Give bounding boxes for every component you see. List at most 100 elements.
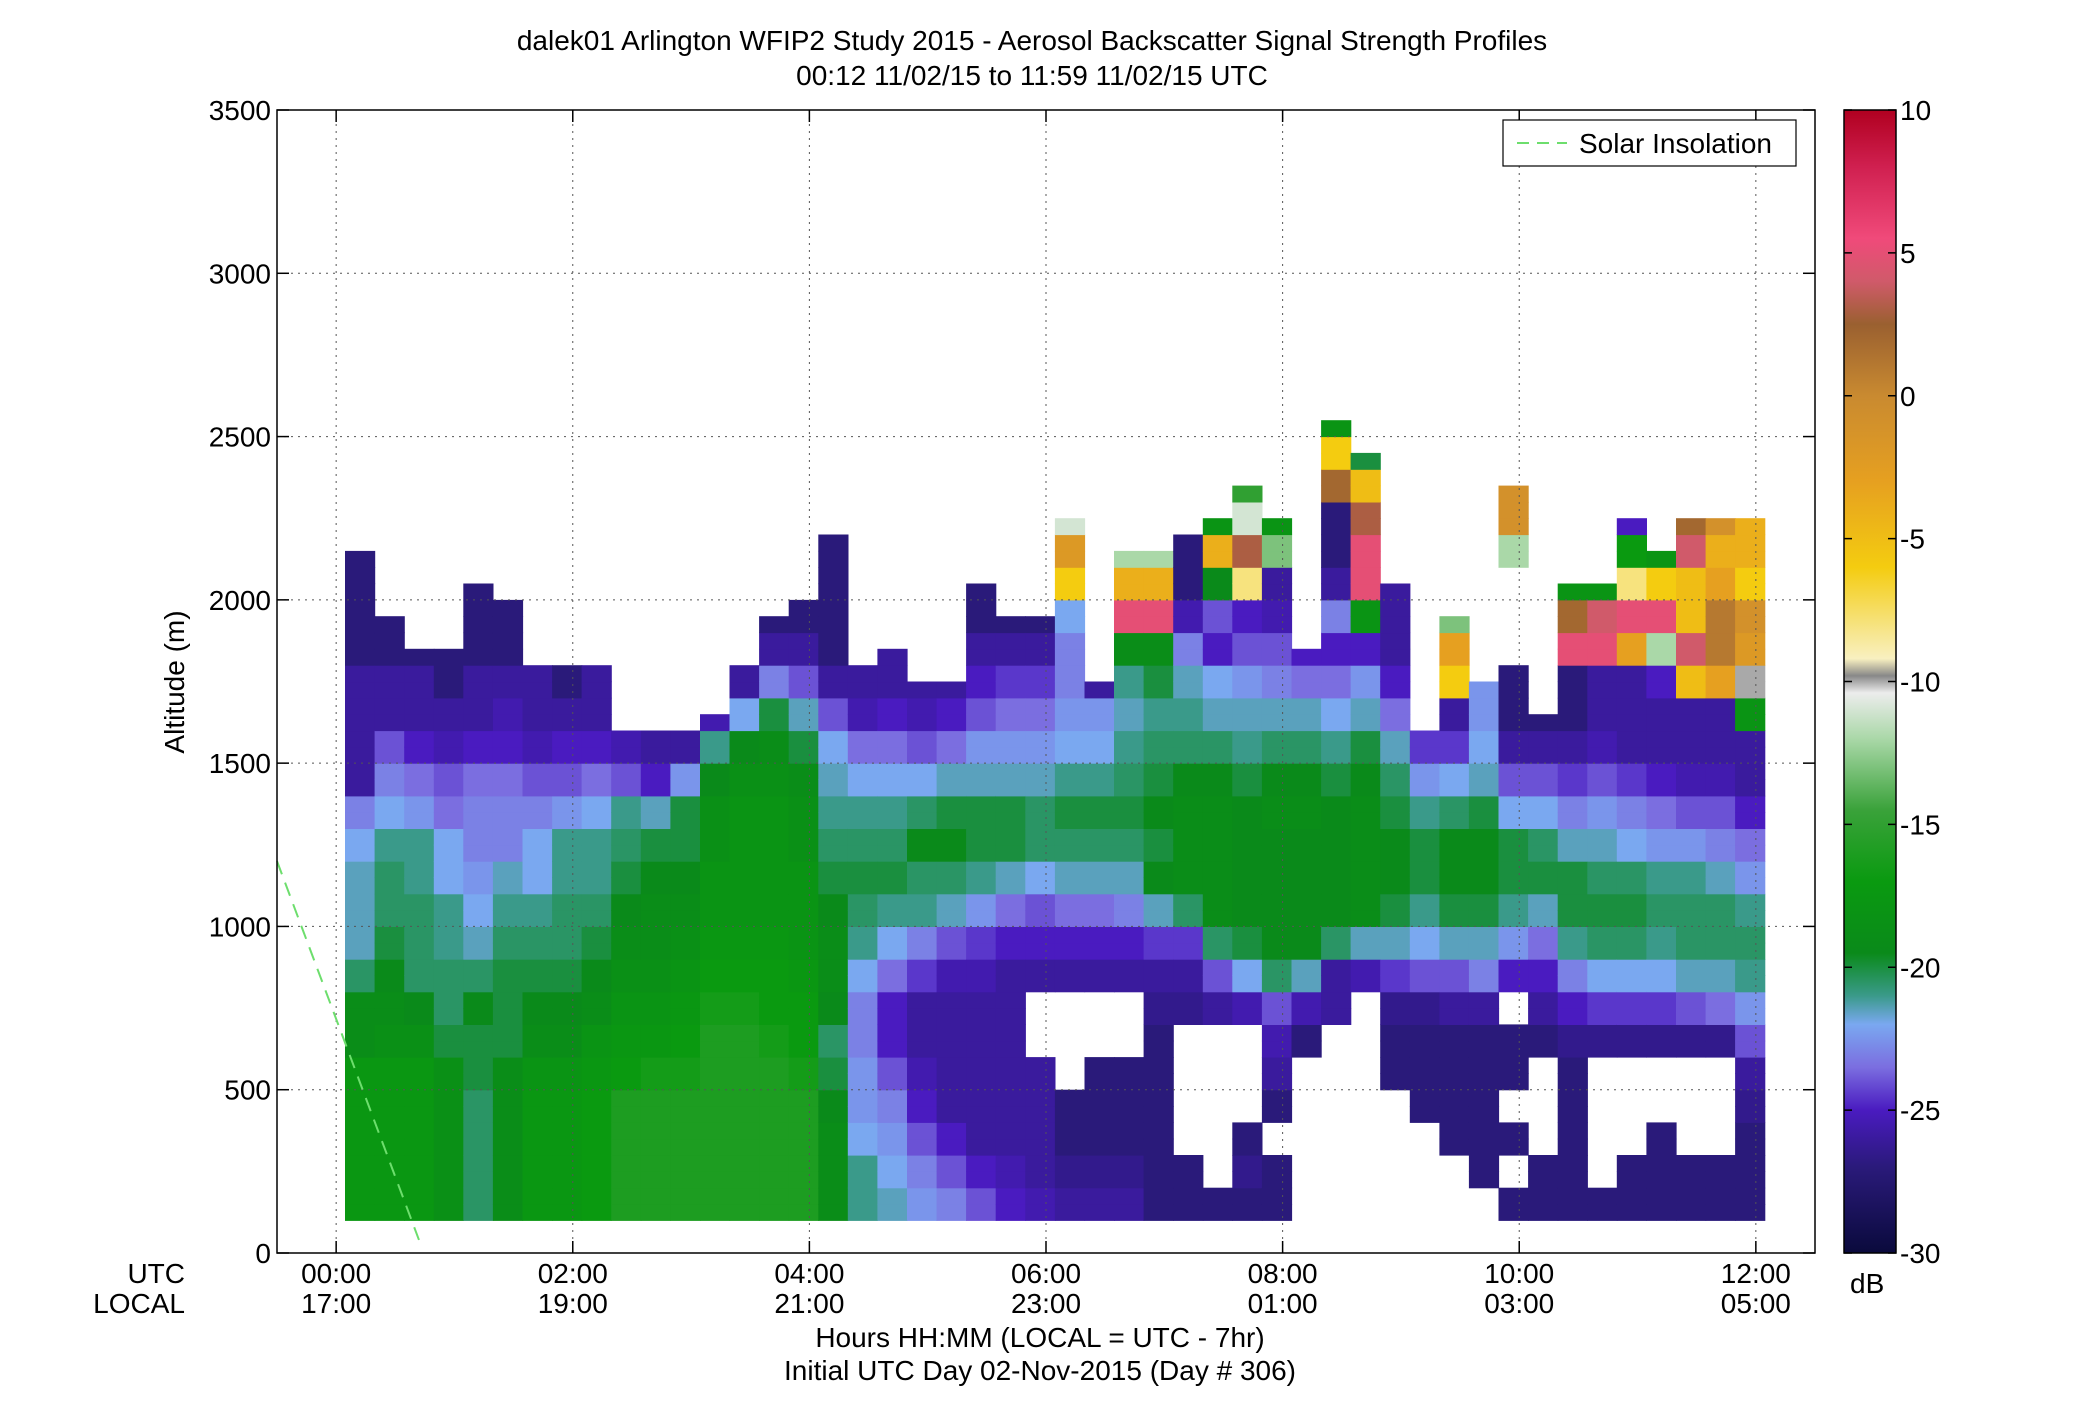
heatmap-cell [1291, 665, 1322, 683]
heatmap-cell [1468, 795, 1500, 813]
heatmap-cell [1735, 567, 1766, 585]
heatmap-cell [1173, 1204, 1204, 1221]
heatmap-cell [345, 681, 376, 699]
heatmap-cell [1439, 763, 1470, 780]
heatmap-cell [522, 1155, 553, 1172]
heatmap-cell [1498, 681, 1529, 699]
heatmap-cell [1084, 1171, 1115, 1189]
heatmap-cell [552, 1204, 583, 1221]
heatmap-cell [936, 975, 967, 993]
heatmap-cell [907, 877, 938, 895]
heatmap-cell [1705, 1187, 1736, 1205]
heatmap-cell [1735, 632, 1766, 650]
heatmap-cell [581, 910, 612, 927]
heatmap-cell [729, 1171, 760, 1189]
heatmap-cell [1084, 877, 1115, 895]
heatmap-cell [1705, 1024, 1736, 1042]
heatmap-cell [1439, 746, 1470, 764]
heatmap-cell [847, 795, 878, 813]
heatmap-cell [1143, 616, 1174, 634]
heatmap-cell [1380, 991, 1411, 1009]
heatmap-cell [1350, 567, 1381, 585]
grid-lines [277, 110, 1815, 1253]
heatmap-cell [1705, 632, 1736, 650]
heatmap-cell [404, 681, 435, 699]
heatmap-cell [1321, 910, 1352, 927]
heatmap-cell [611, 861, 642, 878]
heatmap-cell [1557, 1122, 1588, 1140]
heatmap-cell [1498, 893, 1529, 911]
heatmap-cell [1557, 812, 1588, 829]
heatmap-cell [759, 910, 790, 927]
heatmap-cell [1676, 714, 1707, 732]
heatmap-cell [936, 1089, 967, 1107]
heatmap-cell [374, 648, 405, 666]
heatmap-cell [759, 779, 790, 797]
heatmap-cell [759, 795, 790, 813]
heatmap-cell [1173, 959, 1204, 976]
heatmap-cell [1557, 779, 1588, 797]
heatmap-cell [1587, 681, 1618, 699]
heatmap-cell [1380, 959, 1411, 976]
x-tick-label-utc: 08:00 [1248, 1258, 1318, 1289]
heatmap-cell [907, 681, 938, 699]
heatmap-cell [552, 1155, 583, 1172]
heatmap-cell [1380, 616, 1411, 634]
heatmap-cell [1114, 877, 1145, 895]
heatmap-cell [1143, 828, 1174, 846]
heatmap-cell [1350, 518, 1381, 536]
heatmap-cell [818, 1138, 849, 1156]
heatmap-cell [374, 959, 405, 976]
heatmap-cell [1528, 779, 1559, 797]
heatmap-cell [1025, 893, 1056, 911]
heatmap-cell [1735, 812, 1766, 829]
heatmap-cell [492, 991, 524, 1009]
heatmap-cell [1173, 910, 1204, 927]
heatmap-cell [1616, 779, 1647, 797]
heatmap-cell [788, 844, 819, 862]
heatmap-cell [1735, 1138, 1766, 1156]
heatmap-cell [492, 893, 524, 911]
heatmap-cell [1261, 583, 1293, 601]
heatmap-cell [1705, 1155, 1736, 1172]
heatmap-cell [1054, 877, 1086, 895]
heatmap-cell [1291, 697, 1322, 715]
heatmap-cell [1557, 599, 1588, 617]
x-tick-label-local: 03:00 [1484, 1288, 1554, 1319]
heatmap-cell [404, 779, 435, 797]
heatmap-cell [374, 763, 405, 780]
heatmap-cell [1498, 714, 1529, 732]
heatmap-cell [729, 779, 760, 797]
heatmap-cell [1261, 518, 1293, 536]
heatmap-cell [1705, 795, 1736, 813]
heatmap-cell [818, 779, 849, 797]
heatmap-cell [1676, 1171, 1707, 1189]
heatmap-cell [581, 893, 612, 911]
heatmap-cell [1054, 763, 1086, 780]
heatmap-cell [1350, 730, 1381, 748]
heatmap-cell [1528, 714, 1559, 732]
heatmap-cell [847, 1106, 878, 1123]
heatmap-cell [966, 942, 997, 960]
heatmap-cell [936, 746, 967, 764]
heatmap-cell [1735, 1040, 1766, 1058]
heatmap-cell [552, 959, 583, 976]
heatmap-cell [1468, 1089, 1500, 1107]
heatmap-cell [1143, 1040, 1174, 1058]
heatmap-cell [1025, 665, 1056, 683]
heatmap-cell [1054, 910, 1086, 927]
heatmap-cell [522, 1138, 553, 1156]
heatmap-cell [581, 942, 612, 960]
heatmap-cell [1173, 714, 1204, 732]
heatmap-cell [1557, 991, 1588, 1009]
heatmap-cell [1735, 991, 1766, 1009]
heatmap-cell [1321, 485, 1352, 503]
heatmap-cell [700, 1024, 731, 1042]
heatmap-cell [936, 1057, 967, 1074]
heatmap-cell [404, 1204, 435, 1221]
heatmap-cell [1468, 714, 1500, 732]
heatmap-cell [995, 746, 1026, 764]
heatmap-cell [877, 730, 908, 748]
heatmap-cell [847, 1024, 878, 1042]
